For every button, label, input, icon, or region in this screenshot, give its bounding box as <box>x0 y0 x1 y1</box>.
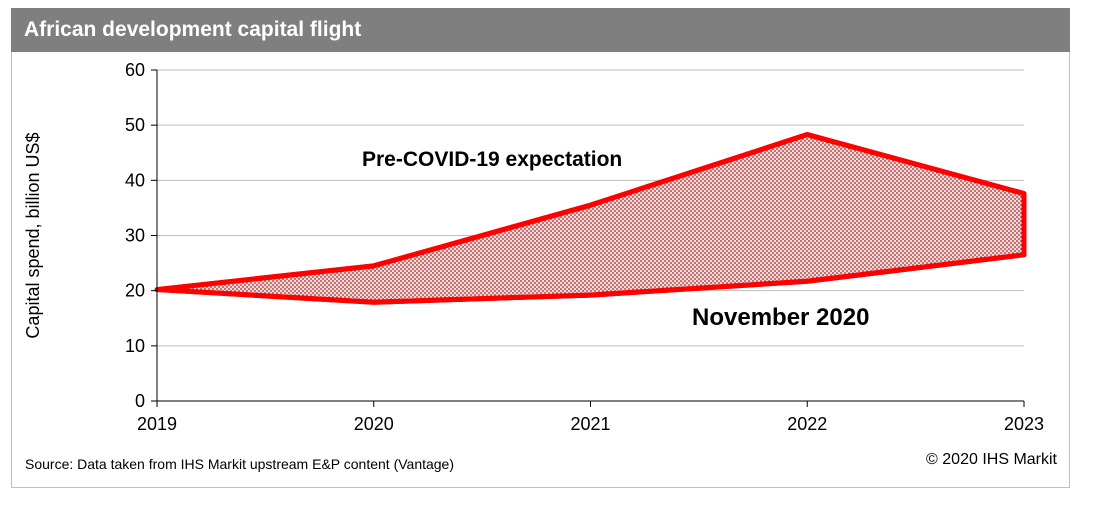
y-tick-label: 30 <box>125 226 145 246</box>
y-tick-label: 60 <box>125 60 145 80</box>
chart-title: African development capital flight <box>24 18 362 41</box>
x-tick-label: 2021 <box>570 414 610 434</box>
copyright-note: © 2020 IHS Markit <box>926 451 1057 468</box>
series-label-november-2020: November 2020 <box>692 304 869 331</box>
series-label-pre-covid: Pre-COVID-19 expectation <box>362 148 622 171</box>
y-tick-label: 40 <box>125 170 145 190</box>
y-tick-label: 10 <box>125 336 145 356</box>
title-bar: African development capital flight <box>11 8 1070 52</box>
x-tick-label: 2022 <box>787 414 827 434</box>
series-line-november-2020 <box>156 252 1025 305</box>
x-tick-label: 2023 <box>1004 414 1044 434</box>
series-line-pre-covid <box>156 132 1025 293</box>
x-tick-label: 2019 <box>137 414 177 434</box>
y-axis-label: Capital spend, billion US$ <box>23 132 43 338</box>
y-tick-label: 50 <box>125 115 145 135</box>
y-tick-label: 20 <box>125 281 145 301</box>
y-tick-label: 0 <box>135 391 145 411</box>
x-tick-label: 2020 <box>354 414 394 434</box>
source-note: Source: Data taken from IHS Markit upstr… <box>25 456 455 472</box>
